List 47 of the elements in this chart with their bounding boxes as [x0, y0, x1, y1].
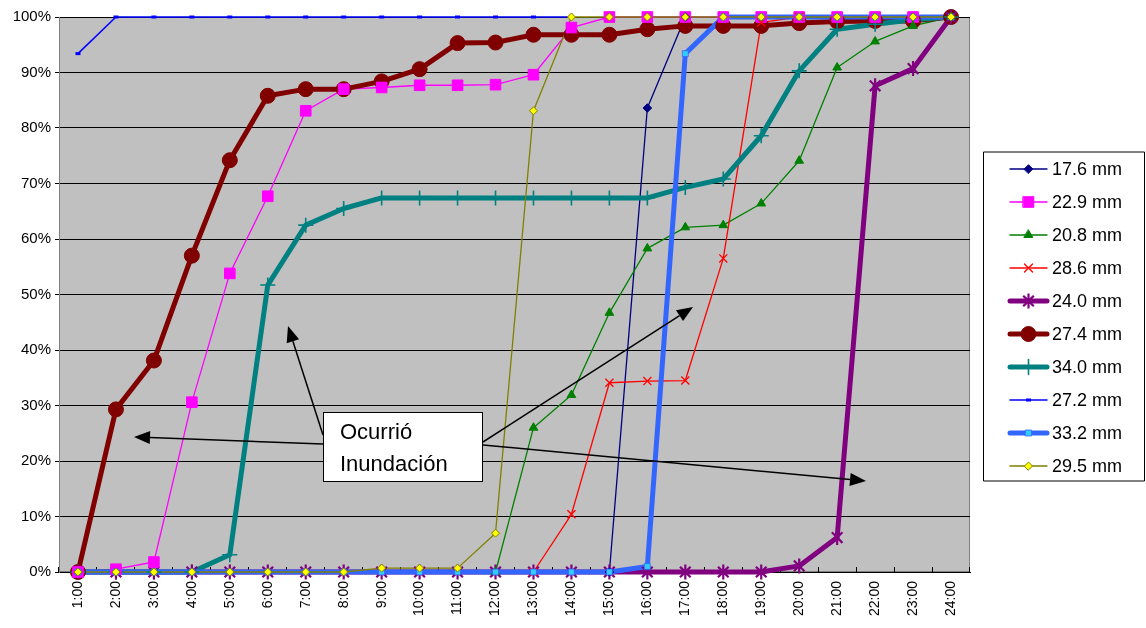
legend-label: 28.6 mm	[1052, 257, 1123, 278]
y-tick-label: 70%	[20, 173, 51, 191]
legend-label: 17.6 mm	[1052, 158, 1123, 179]
x-tick-label: 23:00	[903, 580, 920, 617]
legend-label: 24.0 mm	[1052, 290, 1123, 311]
callout-box: Ocurrió Inundación	[323, 412, 483, 482]
x-tick-label: 15:00	[600, 580, 617, 617]
x-tick-label: 10:00	[410, 580, 427, 617]
legend-label: 34.0 mm	[1052, 356, 1123, 377]
x-tick-label: 8:00	[334, 580, 351, 609]
y-tick-label: 10%	[20, 506, 51, 524]
y-tick-label: 80%	[20, 118, 51, 136]
annotation: Ocurrió Inundación	[340, 419, 448, 476]
x-tick-label: 19:00	[752, 580, 769, 617]
y-tick-label: 20%	[20, 451, 51, 469]
x-tick-label: 5:00	[220, 580, 237, 609]
x-tick-label: 4:00	[182, 580, 199, 609]
x-tick-label: 1:00	[68, 580, 85, 609]
x-tick-label: 18:00	[714, 580, 731, 617]
x-tick-label: 3:00	[144, 580, 161, 609]
x-tick-label: 17:00	[676, 580, 693, 617]
legend-label: 20.8 mm	[1052, 224, 1123, 245]
legend-label: 29.5 mm	[1052, 455, 1123, 476]
x-tick-label: 24:00	[941, 580, 958, 617]
y-tick-label: 50%	[20, 284, 51, 302]
x-tick-label: 7:00	[296, 580, 313, 609]
x-tick-label: 6:00	[258, 580, 275, 609]
y-tick-label: 30%	[20, 395, 51, 413]
legend-label: 27.4 mm	[1052, 323, 1123, 344]
x-tick-label: 21:00	[828, 580, 845, 617]
x-tick-label: 13:00	[524, 580, 541, 617]
x-tick-label: 9:00	[372, 580, 389, 609]
legend-label: 22.9 mm	[1052, 191, 1123, 212]
y-tick-label: 60%	[20, 229, 51, 247]
x-tick-label: 14:00	[562, 580, 579, 617]
x-tick-label: 11:00	[448, 580, 465, 615]
y-tick-label: 0%	[29, 562, 51, 580]
y-tick-label: 40%	[20, 340, 51, 358]
x-tick-label: 16:00	[638, 580, 655, 617]
x-tick-label: 22:00	[865, 580, 882, 617]
y-tick-label: 100%	[12, 7, 51, 25]
x-tick-label: 20:00	[790, 580, 807, 617]
y-tick-label: 90%	[20, 62, 51, 80]
x-tick-label: 2:00	[106, 580, 123, 609]
legend-label: 33.2 mm	[1052, 422, 1123, 443]
legend-label: 27.2 mm	[1052, 389, 1123, 410]
x-tick-label: 12:00	[486, 580, 503, 617]
